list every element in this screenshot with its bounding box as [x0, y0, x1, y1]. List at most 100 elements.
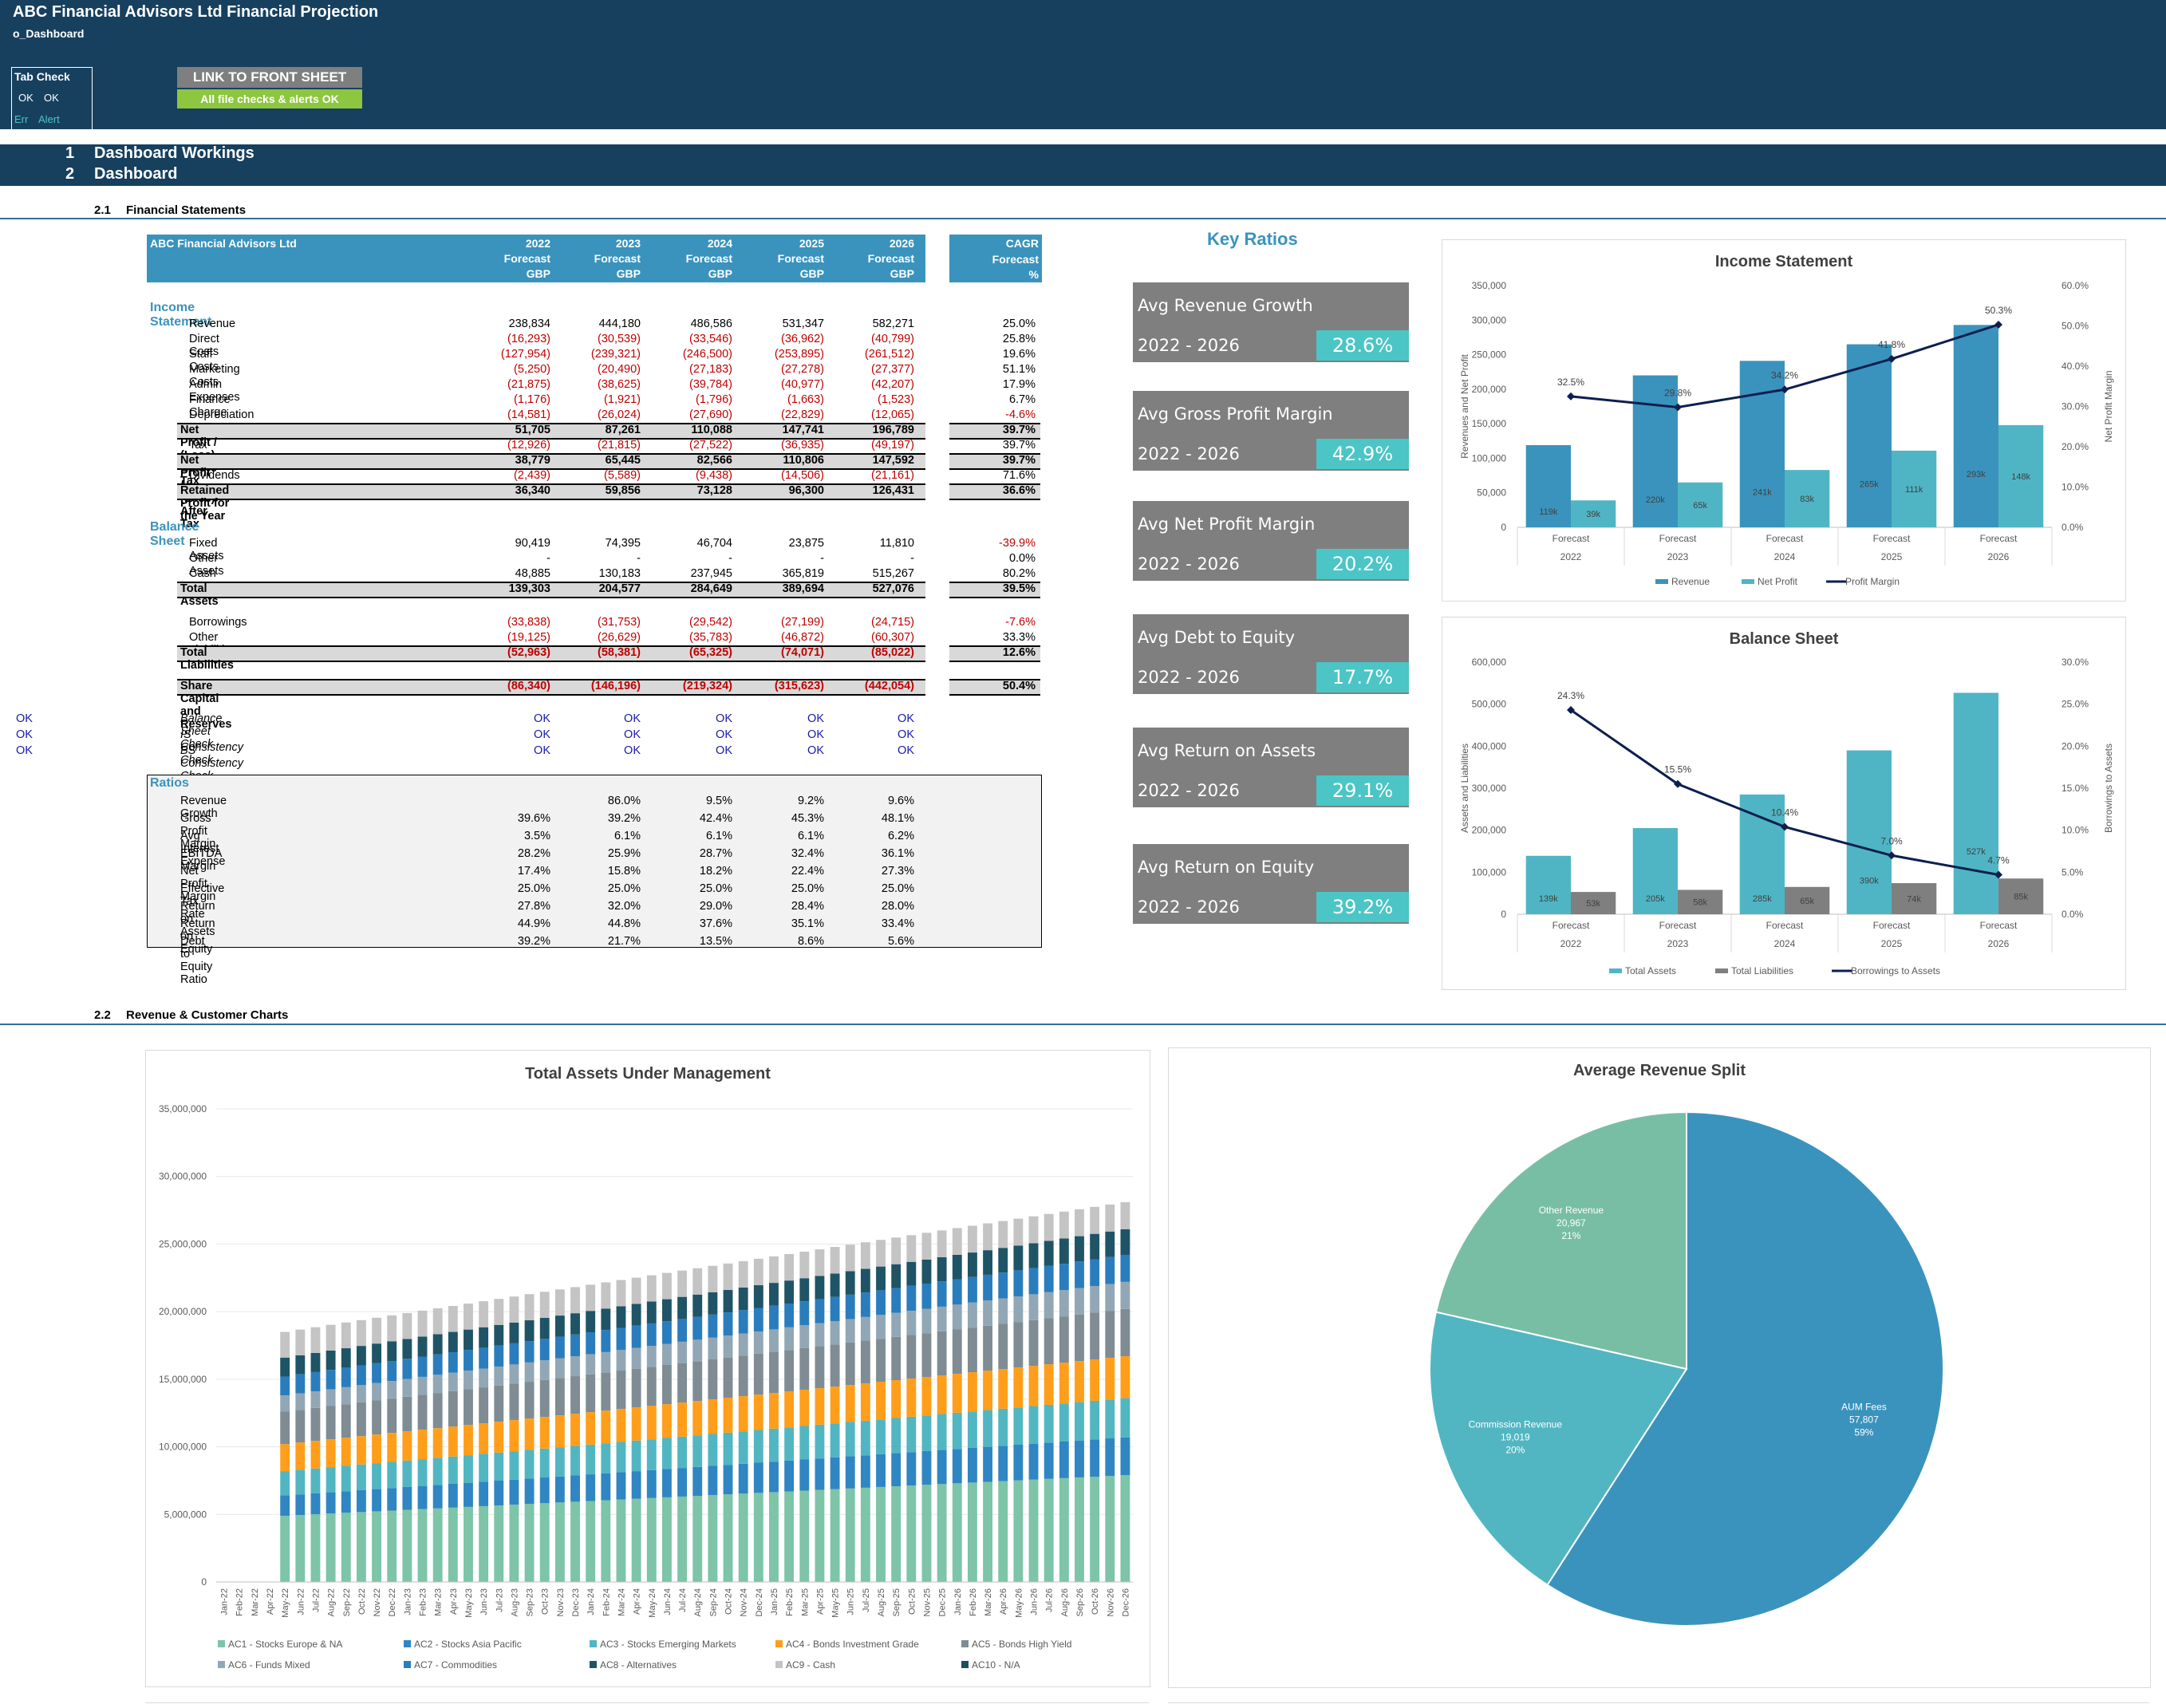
table-cell: 238,834: [508, 318, 550, 330]
stacked-bar-segment: [295, 1515, 306, 1582]
stacked-bar-segment: [753, 1308, 763, 1331]
stacked-bar-segment: [402, 1460, 412, 1487]
stacked-bar-segment: [509, 1364, 519, 1384]
stacked-bar-segment: [524, 1294, 535, 1320]
income-statement-chart-panel: Income Statement 350,000 300,000 250,000 200…: [1442, 239, 2126, 602]
section-dashboard-workings[interactable]: Dashboard Workings: [94, 144, 254, 162]
stacked-bar-segment: [799, 1301, 810, 1326]
y2-tick-label: 10.0%: [2061, 482, 2089, 493]
table-row-label: Share Capital and Reserves: [180, 680, 232, 731]
y-tick-label: 5,000,000: [164, 1509, 207, 1520]
stacked-bar-segment: [921, 1233, 932, 1260]
cagr-cell: 71.6%: [1002, 469, 1036, 482]
stacked-bar-segment: [1120, 1356, 1130, 1398]
stacked-bar-segment: [876, 1382, 886, 1420]
link-front-sheet-button[interactable]: LINK TO FRONT SHEET: [177, 67, 362, 88]
bar: [1846, 344, 1892, 527]
y2-tick-label: 60.0%: [2061, 280, 2089, 291]
stacked-bar-segment: [586, 1332, 596, 1355]
stacked-bar-segment: [830, 1457, 840, 1489]
stacked-bar-segment: [448, 1331, 458, 1352]
ratio-label: EBITDA Margin: [180, 847, 222, 873]
table-cell: -: [910, 552, 914, 565]
y2-tick-label: 25.0%: [2061, 699, 2089, 710]
stacked-bar-segment: [646, 1346, 657, 1367]
line-data-label: 15.5%: [1664, 764, 1691, 775]
legend-swatch: [961, 1640, 969, 1647]
stacked-bar-segment: [1059, 1403, 1069, 1442]
stacked-bar-segment: [631, 1347, 641, 1369]
bar: [1739, 361, 1785, 527]
stacked-bar-segment: [876, 1266, 886, 1291]
stacked-bar-segment: [310, 1514, 321, 1582]
stacked-bar-segment: [692, 1435, 703, 1467]
table-cell: (1,176): [514, 393, 550, 406]
stacked-bar-segment: [372, 1434, 382, 1464]
x-tick-label: Mar-26: [984, 1588, 993, 1616]
y-tick-label: 350,000: [1472, 280, 1507, 291]
ratio-cell: 3.5%: [523, 830, 550, 842]
stacked-bar-segment: [372, 1317, 382, 1344]
table-cell: (36,962): [780, 333, 824, 345]
pie-label-value: 57,807: [1849, 1414, 1879, 1425]
y-tick-label: 200,000: [1472, 384, 1507, 395]
stacked-bar-segment: [494, 1385, 504, 1422]
stacked-bar-segment: [1044, 1292, 1054, 1319]
stacked-bar-segment: [554, 1336, 565, 1359]
stacked-bar-segment: [845, 1245, 855, 1272]
stacked-bar-segment: [876, 1240, 886, 1267]
table-section-title: Balance Sheet: [150, 520, 199, 548]
x-tick-label: Nov-23: [556, 1588, 566, 1616]
ratio-label: Effective Tax Rate: [180, 882, 225, 921]
category-label: 2024: [1774, 551, 1796, 562]
table-cell: (74,071): [780, 646, 824, 659]
stacked-bar-segment: [341, 1465, 351, 1492]
stacked-bar-segment: [784, 1327, 795, 1351]
y2-axis-label: Borrowings to Assets: [2103, 744, 2114, 833]
table-cell: (5,589): [604, 469, 641, 482]
y2-tick-label: 20.0%: [2061, 740, 2089, 751]
bar: [1953, 325, 1998, 527]
stacked-bar-segment: [723, 1465, 733, 1495]
stacked-bar-segment: [601, 1282, 611, 1309]
table-row-label: Depreciation: [189, 408, 254, 421]
table-cell: (12,065): [870, 408, 914, 421]
year-header: 2024: [707, 237, 732, 250]
y-tick-label: 500,000: [1472, 699, 1507, 710]
stacked-bar-segment: [1028, 1294, 1039, 1320]
stacked-bar-segment: [1059, 1442, 1069, 1478]
stacked-bar-segment: [845, 1319, 855, 1343]
legend-swatch: [1609, 968, 1622, 973]
cagr-cell: 0.0%: [1008, 552, 1036, 565]
check-label: IS Consistency Check: [180, 728, 243, 767]
stacked-bar-segment: [570, 1446, 580, 1476]
stacked-bar-segment: [876, 1339, 886, 1383]
table-cell: (33,838): [507, 616, 550, 629]
stacked-bar-segment: [616, 1442, 626, 1473]
stacked-bar-segment: [1028, 1216, 1039, 1244]
stacked-bar-segment: [1044, 1364, 1054, 1405]
stacked-bar-segment: [937, 1484, 947, 1582]
stacked-bar-segment: [570, 1475, 580, 1502]
cagr-cell: 6.7%: [1008, 393, 1036, 406]
stacked-bar-segment: [753, 1331, 763, 1354]
x-tick-label: Jun-24: [663, 1588, 673, 1615]
table-row-label: Total Assets: [180, 582, 219, 608]
legend-label: AC7 - Commodities: [414, 1659, 497, 1671]
section-dashboard[interactable]: Dashboard: [94, 165, 178, 183]
stacked-bar-segment: [570, 1356, 580, 1377]
line-marker: [1674, 779, 1682, 788]
stacked-bar-segment: [280, 1444, 290, 1472]
x-tick-label: Apr-24: [633, 1588, 642, 1615]
stacked-bar-segment: [937, 1375, 947, 1414]
stacked-bar-segment: [464, 1389, 473, 1426]
data-label: 65k: [1800, 897, 1814, 906]
stacked-bar-segment: [769, 1492, 779, 1582]
stacked-bar-segment: [967, 1302, 977, 1328]
stacked-bar-segment: [601, 1473, 611, 1501]
stacked-bar-segment: [921, 1259, 932, 1284]
legend-label: Revenue: [1671, 576, 1710, 587]
stacked-bar-segment: [876, 1315, 886, 1339]
x-tick-label: Feb-23: [419, 1588, 428, 1616]
table-cell: (1,523): [878, 393, 914, 406]
